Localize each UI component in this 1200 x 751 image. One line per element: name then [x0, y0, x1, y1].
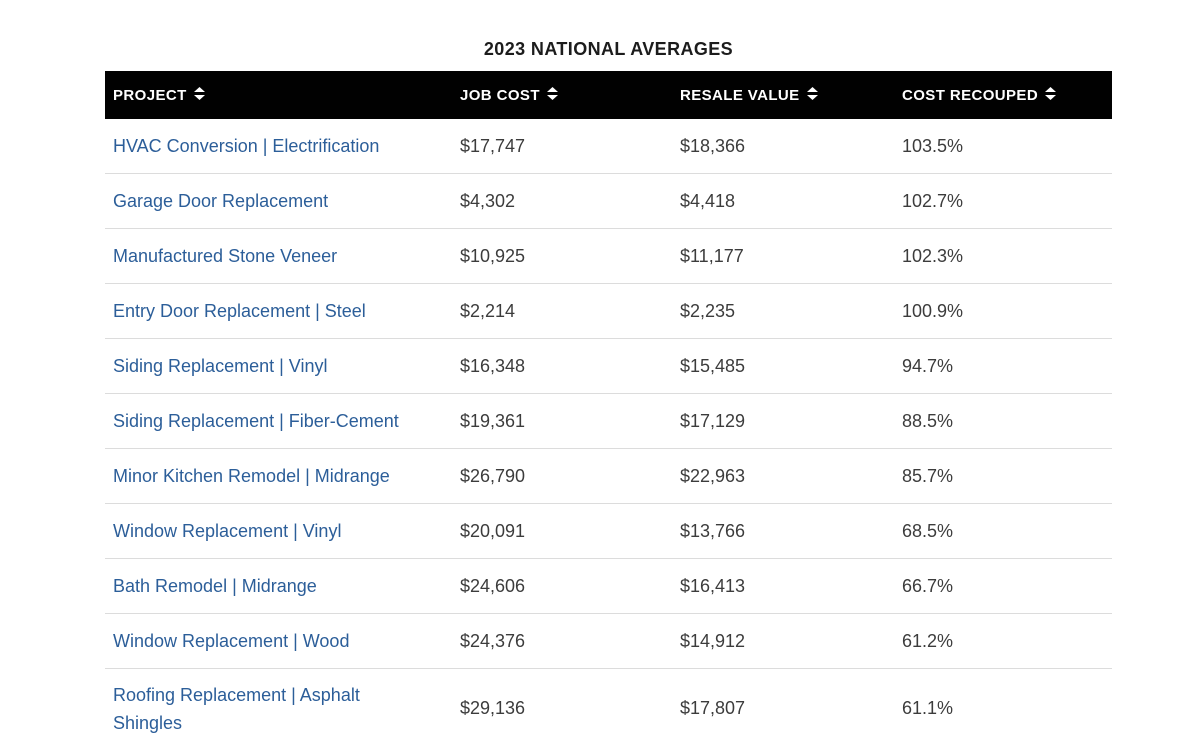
table-row: HVAC Conversion | Electrification $17,74… — [105, 119, 1112, 174]
resale-value: $13,766 — [680, 520, 746, 541]
resale-value: $4,418 — [680, 190, 736, 211]
column-header-cost-recouped-label: COST RECOUPED — [902, 86, 1039, 104]
resale-value: $16,413 — [680, 575, 746, 596]
cost-recouped-value: 68.5% — [902, 520, 954, 541]
resale-value: $11,177 — [680, 245, 744, 266]
project-link[interactable]: Entry Door Replacement | Steel — [113, 301, 366, 321]
cost-recouped-value: 66.7% — [902, 575, 954, 596]
sort-icon[interactable] — [806, 86, 818, 104]
table-row: Window Replacement | Vinyl $20,091 $13,7… — [105, 504, 1112, 559]
table-row: Siding Replacement | Fiber-Cement $19,36… — [105, 394, 1112, 449]
project-link[interactable]: Manufactured Stone Veneer — [113, 246, 338, 266]
cost-recouped-value: 88.5% — [902, 410, 954, 431]
sort-icon[interactable] — [193, 86, 205, 104]
resale-value: $22,963 — [680, 465, 746, 486]
column-header-cost-recouped[interactable]: COST RECOUPED — [902, 86, 1112, 104]
project-link[interactable]: Window Replacement | Vinyl — [113, 521, 342, 541]
job-cost-value: $2,214 — [460, 300, 516, 321]
column-header-job-cost[interactable]: JOB COST — [460, 86, 680, 104]
resale-value: $17,807 — [680, 698, 746, 718]
table-row: Roofing Replacement | Asphalt Shingles $… — [105, 669, 1112, 748]
job-cost-value: $24,376 — [460, 630, 526, 651]
column-header-resale-value-label: RESALE VALUE — [680, 86, 800, 104]
column-header-resale-value[interactable]: RESALE VALUE — [680, 86, 902, 104]
resale-value: $17,129 — [680, 410, 746, 431]
project-link[interactable]: Minor Kitchen Remodel | Midrange — [113, 466, 390, 486]
job-cost-value: $29,136 — [460, 698, 526, 718]
project-link[interactable]: Siding Replacement | Vinyl — [113, 356, 328, 376]
job-cost-value: $19,361 — [460, 410, 526, 431]
cost-recouped-value: 102.3% — [902, 245, 964, 266]
resale-value: $15,485 — [680, 355, 746, 376]
column-header-job-cost-label: JOB COST — [460, 86, 540, 104]
table-row: Siding Replacement | Vinyl $16,348 $15,4… — [105, 339, 1112, 394]
cost-recouped-value: 102.7% — [902, 190, 964, 211]
resale-value: $14,912 — [680, 630, 746, 651]
table-row: Window Replacement | Wood $24,376 $14,91… — [105, 614, 1112, 669]
cost-recouped-value: 100.9% — [902, 300, 964, 321]
job-cost-value: $4,302 — [460, 190, 516, 211]
job-cost-value: $26,790 — [460, 465, 526, 486]
job-cost-value: $24,606 — [460, 575, 526, 596]
table-header-row: PROJECT JOB COST RESALE VALUE COST RECOU… — [105, 71, 1112, 119]
project-link[interactable]: Window Replacement | Wood — [113, 631, 350, 651]
table-container: 2023 NATIONAL AVERAGES PROJECT JOB COST … — [105, 0, 1112, 748]
sort-icon[interactable] — [546, 86, 558, 104]
job-cost-value: $10,925 — [460, 245, 526, 266]
table-row: Minor Kitchen Remodel | Midrange $26,790… — [105, 449, 1112, 504]
project-link[interactable]: Bath Remodel | Midrange — [113, 576, 317, 596]
project-link[interactable]: Garage Door Replacement — [113, 191, 329, 211]
table-row: Entry Door Replacement | Steel $2,214 $2… — [105, 284, 1112, 339]
project-link[interactable]: Siding Replacement | Fiber-Cement — [113, 411, 399, 431]
project-link[interactable]: Roofing Replacement | Asphalt Shingles — [113, 684, 360, 733]
cost-recouped-value: 94.7% — [902, 355, 954, 376]
cost-recouped-value: 61.2% — [902, 630, 954, 651]
job-cost-value: $20,091 — [460, 520, 526, 541]
table-title: 2023 NATIONAL AVERAGES — [483, 39, 734, 59]
table-row: Bath Remodel | Midrange $24,606 $16,413 … — [105, 559, 1112, 614]
resale-value: $2,235 — [680, 300, 736, 321]
table-row: Garage Door Replacement $4,302 $4,418 10… — [105, 174, 1112, 229]
job-cost-value: $16,348 — [460, 355, 526, 376]
sort-icon[interactable] — [1045, 86, 1057, 104]
column-header-project-label: PROJECT — [113, 86, 187, 104]
column-header-project[interactable]: PROJECT — [105, 86, 460, 104]
table-row: Manufactured Stone Veneer $10,925 $11,17… — [105, 229, 1112, 284]
cost-recouped-value: 61.1% — [902, 698, 954, 718]
cost-recouped-value: 85.7% — [902, 465, 954, 486]
project-link[interactable]: HVAC Conversion | Electrification — [113, 136, 380, 156]
cost-recouped-value: 103.5% — [902, 135, 964, 156]
resale-value: $18,366 — [680, 135, 746, 156]
job-cost-value: $17,747 — [460, 135, 526, 156]
